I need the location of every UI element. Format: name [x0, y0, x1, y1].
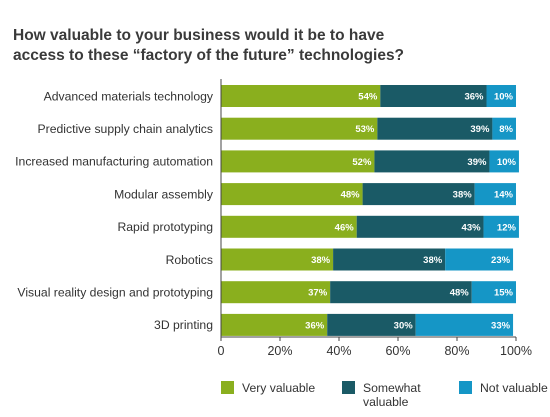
category-labels: Advanced materials technology Predictive …	[15, 89, 214, 332]
data-label: 52%	[352, 157, 372, 168]
bar-segment	[471, 281, 516, 304]
bar-segment	[221, 215, 357, 238]
bar-segment	[221, 85, 381, 107]
data-label: 15%	[494, 288, 514, 299]
data-label: 39%	[470, 124, 490, 135]
data-label: 46%	[335, 222, 355, 233]
data-label: 53%	[355, 124, 375, 135]
category-label: 3D printing	[154, 318, 213, 332]
chart-title-line-1: How valuable to your business would it b…	[13, 27, 385, 44]
data-label: 10%	[494, 92, 514, 103]
data-label: 48%	[450, 288, 470, 299]
category-label: Advanced materials technology	[44, 89, 214, 103]
data-label: 54%	[358, 92, 378, 103]
bar-segment	[221, 248, 334, 271]
category-label: Robotics	[166, 253, 213, 267]
x-tick-label: 0	[218, 344, 225, 358]
bar-segment	[492, 117, 516, 140]
legend-label: Not valuable	[480, 381, 548, 395]
data-label: 8%	[499, 124, 513, 135]
data-label: 14%	[494, 190, 514, 201]
legend-swatch	[342, 381, 355, 394]
legend-label: Somewhat	[363, 381, 421, 395]
x-tick-label: 60%	[385, 344, 410, 358]
legend-label: Very valuable	[242, 381, 315, 395]
bar-segment	[356, 215, 484, 238]
bar-segment	[333, 248, 446, 271]
bar-segment	[221, 313, 328, 336]
data-label: 33%	[491, 320, 511, 331]
bars: 54% 36% 10% 53% 39% 8% 52% 39% 10% 48% 38% 14% 46% 43…	[221, 85, 519, 336]
legend-swatch	[459, 381, 472, 394]
data-label: 37%	[308, 288, 328, 299]
category-label: Rapid prototyping	[117, 220, 213, 234]
data-label: 12%	[497, 222, 517, 233]
bar-segment	[489, 150, 519, 173]
data-label: 38%	[311, 255, 331, 266]
data-label: 38%	[423, 255, 443, 266]
x-axis: 0 20% 40% 60% 80% 100%	[218, 79, 532, 358]
bar-segment	[415, 313, 514, 336]
category-label: Predictive supply chain analytics	[38, 122, 213, 136]
data-label: 30%	[394, 320, 414, 331]
bar-segment	[486, 85, 516, 107]
x-tick-label: 20%	[267, 344, 292, 358]
bar-segment	[474, 183, 516, 206]
data-label: 43%	[462, 222, 482, 233]
category-label: Visual reality design and prototyping	[17, 286, 213, 300]
bar-segment	[327, 313, 416, 336]
bar-segment	[362, 183, 475, 206]
bar-segment	[377, 117, 493, 140]
bar-segment	[374, 150, 490, 173]
bar-segment	[221, 183, 363, 206]
bar-segment	[483, 215, 519, 238]
data-label: 23%	[491, 255, 511, 266]
bar-segment	[445, 248, 514, 271]
chart-title-line-2: access to these “factory of the future” …	[13, 47, 404, 64]
data-label: 10%	[497, 157, 517, 168]
data-label: 36%	[464, 92, 484, 103]
x-tick-label: 40%	[326, 344, 351, 358]
category-label: Increased manufacturing automation	[15, 155, 213, 169]
data-label: 39%	[467, 157, 487, 168]
chart-title: How valuable to your business would it b…	[13, 27, 404, 64]
bar-segment	[221, 117, 378, 140]
bar-segment	[221, 150, 375, 173]
bar-segment	[380, 85, 487, 107]
category-label: Modular assembly	[114, 187, 214, 201]
data-label: 36%	[305, 320, 325, 331]
legend-label: valuable	[363, 395, 409, 409]
bar-segment	[221, 281, 331, 304]
data-label: 48%	[341, 190, 361, 201]
x-tick-label: 100%	[500, 344, 532, 358]
legend-swatch	[221, 381, 234, 394]
x-tick-label: 80%	[444, 344, 469, 358]
data-label: 38%	[453, 190, 473, 201]
bar-segment	[330, 281, 472, 304]
